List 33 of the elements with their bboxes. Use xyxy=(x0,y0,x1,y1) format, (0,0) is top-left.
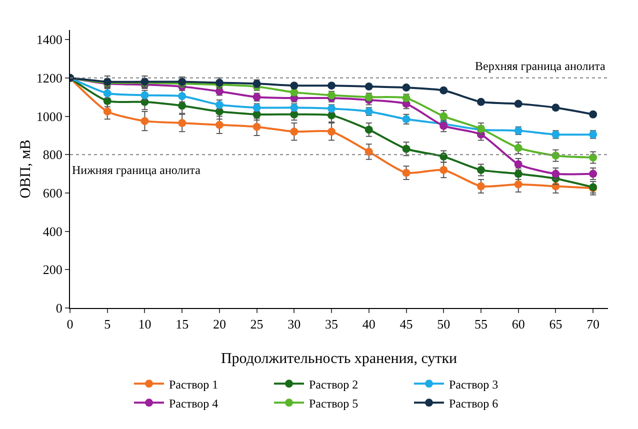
x-tick-label: 20 xyxy=(212,316,226,332)
x-axis-title: Продолжительность хранения, сутки xyxy=(220,351,458,367)
ref-line-label: Верхняя граница анолита xyxy=(475,59,606,73)
y-axis-title: ОВП, мВ xyxy=(18,140,34,198)
x-tick-label: 10 xyxy=(138,316,152,332)
legend-label: Раствор 4 xyxy=(169,396,218,410)
y-tick-label: 1200 xyxy=(36,70,62,86)
x-tick-label: 70 xyxy=(586,316,600,332)
x-tick-label: 45 xyxy=(400,316,413,332)
x-tick-label: 30 xyxy=(288,316,301,332)
y-tick-label: 0 xyxy=(56,300,62,316)
legend-label: Раствор 5 xyxy=(309,396,358,410)
x-tick-label: 55 xyxy=(474,316,488,332)
x-tick-label: 40 xyxy=(362,316,376,332)
x-tick-label: 15 xyxy=(176,316,189,332)
y-tick-label: 200 xyxy=(42,262,62,278)
x-tick-label: 5 xyxy=(104,316,111,332)
x-tick-label: 35 xyxy=(325,316,338,332)
y-tick-label: 1000 xyxy=(36,108,62,124)
x-tick-label: 50 xyxy=(437,316,450,332)
y-tick-label: 800 xyxy=(42,147,62,162)
ref-line-label: Нижняя граница анолита xyxy=(72,163,202,177)
x-tick-label: 0 xyxy=(66,316,74,332)
x-tick-label: 25 xyxy=(250,316,264,332)
x-tick-label: 65 xyxy=(549,316,562,332)
legend-label: Раствор 3 xyxy=(449,377,498,392)
y-tick-label: 600 xyxy=(42,186,62,201)
x-tick-label: 60 xyxy=(512,316,525,332)
y-tick-label: 1400 xyxy=(36,32,62,48)
legend-label: Раствор 6 xyxy=(449,396,498,410)
legend-label: Раствор 1 xyxy=(169,377,218,392)
y-tick-label: 400 xyxy=(42,224,62,239)
legend-label: Раствор 2 xyxy=(309,377,358,392)
